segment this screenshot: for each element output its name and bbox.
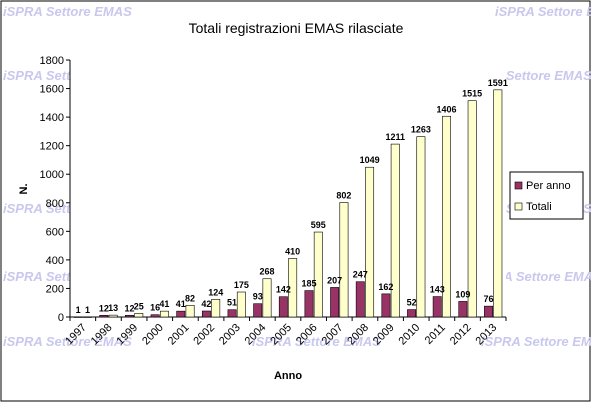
legend: Per anno Totali <box>509 171 584 220</box>
y-tick-label: 1800 <box>40 55 64 67</box>
data-label-totali: 802 <box>336 190 351 200</box>
data-label-totali: 1211 <box>385 132 405 142</box>
bar-totali <box>159 310 169 318</box>
bar-totali <box>262 278 272 318</box>
data-label-per-anno: 143 <box>430 285 445 295</box>
data-label-totali: 1591 <box>488 78 508 88</box>
data-label-totali: 410 <box>285 246 300 256</box>
data-label-per-anno: 16 <box>150 303 160 313</box>
bar-per-anno <box>381 293 391 318</box>
bar-totali <box>288 258 298 318</box>
y-tick-label: 600 <box>46 226 64 238</box>
bar-totali <box>493 89 503 318</box>
bar-per-anno <box>458 301 468 318</box>
data-label-per-anno: 93 <box>253 292 263 302</box>
bar-totali <box>83 316 92 318</box>
bar-per-anno <box>227 309 237 318</box>
bar-totali <box>211 298 221 318</box>
bar-totali <box>236 291 246 318</box>
bar-per-anno <box>432 296 442 318</box>
bar-totali <box>365 166 375 318</box>
legend-swatch-totali <box>514 202 523 211</box>
bar-per-anno <box>278 296 288 318</box>
y-axis-title: N. <box>18 184 30 195</box>
bars <box>73 89 503 318</box>
bar-per-anno <box>484 305 493 318</box>
data-label-per-anno: 1 <box>76 305 81 315</box>
legend-box <box>509 171 584 220</box>
data-label-totali: 13 <box>108 303 118 313</box>
data-label-per-anno: 12 <box>99 303 109 313</box>
y-tick-label: 1400 <box>40 112 64 124</box>
bar-per-anno <box>330 287 340 318</box>
data-label-per-anno: 142 <box>276 285 291 295</box>
data-label-totali: 82 <box>185 293 195 303</box>
bar-totali <box>185 304 195 318</box>
y-tick-label: 200 <box>46 283 64 295</box>
x-axis-title: Anno <box>274 370 302 382</box>
data-label-totali: 1406 <box>437 104 457 114</box>
data-label-totali: 268 <box>259 267 274 277</box>
data-label-per-anno: 207 <box>327 275 342 285</box>
y-tick-label: 1200 <box>40 141 64 153</box>
bar-totali <box>442 115 451 318</box>
bar-per-anno <box>176 310 186 318</box>
bar-per-anno <box>150 314 160 318</box>
bar-totali <box>390 143 400 318</box>
data-label-totali: 25 <box>134 301 144 311</box>
data-label-per-anno: 51 <box>227 298 237 308</box>
data-label-per-anno: 109 <box>455 289 470 299</box>
bar-per-anno <box>99 314 109 318</box>
data-label-per-anno: 162 <box>378 282 393 292</box>
data-label-totali: 1 <box>85 305 90 315</box>
y-tick-label: 400 <box>46 255 64 267</box>
bar-per-anno <box>253 303 263 318</box>
y-tick-label: 800 <box>46 198 64 210</box>
data-label-per-anno: 185 <box>301 279 316 289</box>
data-label-totali: 124 <box>208 287 223 297</box>
y-tick-label: 1000 <box>40 169 64 181</box>
data-label-per-anno: 12 <box>124 303 134 313</box>
bar-per-anno <box>407 309 417 318</box>
data-label-per-anno: 42 <box>201 299 211 309</box>
watermark-text: iSPRA Settore EMAS <box>495 4 591 19</box>
data-label-per-anno: 52 <box>407 298 417 308</box>
bar-totali <box>134 313 144 318</box>
data-label-totali: 175 <box>234 280 249 290</box>
plot-area <box>70 60 506 317</box>
bar-per-anno <box>355 281 365 318</box>
data-label-per-anno: 41 <box>176 299 186 309</box>
data-label-totali: 41 <box>159 299 169 309</box>
data-label-totali: 1049 <box>360 155 380 165</box>
bar-totali <box>416 136 426 318</box>
chart-title: Totali registrazioni EMAS rilasciate <box>189 20 404 36</box>
bar-totali <box>313 231 323 318</box>
data-label-totali: 1515 <box>462 89 482 99</box>
bar-per-anno <box>73 316 83 318</box>
legend-label-totali: Totali <box>526 201 552 213</box>
watermark-text: iSPRA Settore EMAS <box>481 334 591 349</box>
bar-per-anno <box>201 310 211 318</box>
bar-totali <box>339 202 349 318</box>
data-label-totali: 1263 <box>411 125 431 135</box>
y-tick-label: 1600 <box>40 84 64 96</box>
watermark-text: iSPRA Settore EMAS <box>252 334 381 349</box>
data-label-totali: 595 <box>311 220 326 230</box>
data-labels: 1 1 12 13 12 25 16 41 41824212451175932681424101… <box>76 78 508 315</box>
data-label-per-anno: 247 <box>353 270 368 280</box>
data-label-per-anno: 76 <box>484 294 494 304</box>
watermark-text: iSPRA Settore EMAS <box>3 4 132 19</box>
bar-totali <box>467 100 477 318</box>
legend-label-per-anno: Per anno <box>526 180 571 192</box>
watermark-text: iSPRA Settore EMAS <box>3 334 132 349</box>
bar-per-anno <box>125 314 134 318</box>
legend-swatch-per-anno <box>514 181 523 190</box>
bar-per-anno <box>304 290 314 318</box>
y-tick-label: 0 <box>58 312 64 324</box>
bar-totali <box>108 314 118 318</box>
